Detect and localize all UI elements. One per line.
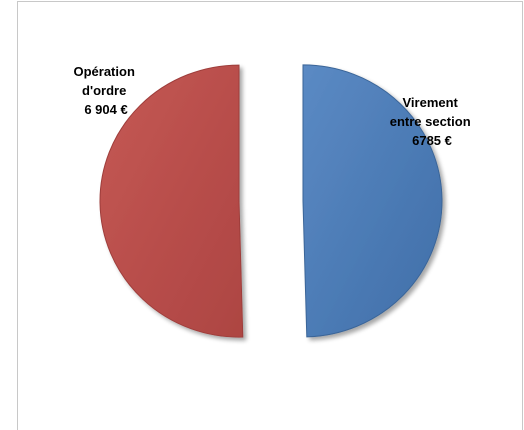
pie-slice-virement-entre-section <box>302 64 443 338</box>
slice-label-0: Opération d'ordre 6 904 € <box>73 64 138 117</box>
pie-slice-operation-ordre <box>99 64 244 338</box>
slice-label-1: Virement entre section 6785 € <box>390 95 475 148</box>
